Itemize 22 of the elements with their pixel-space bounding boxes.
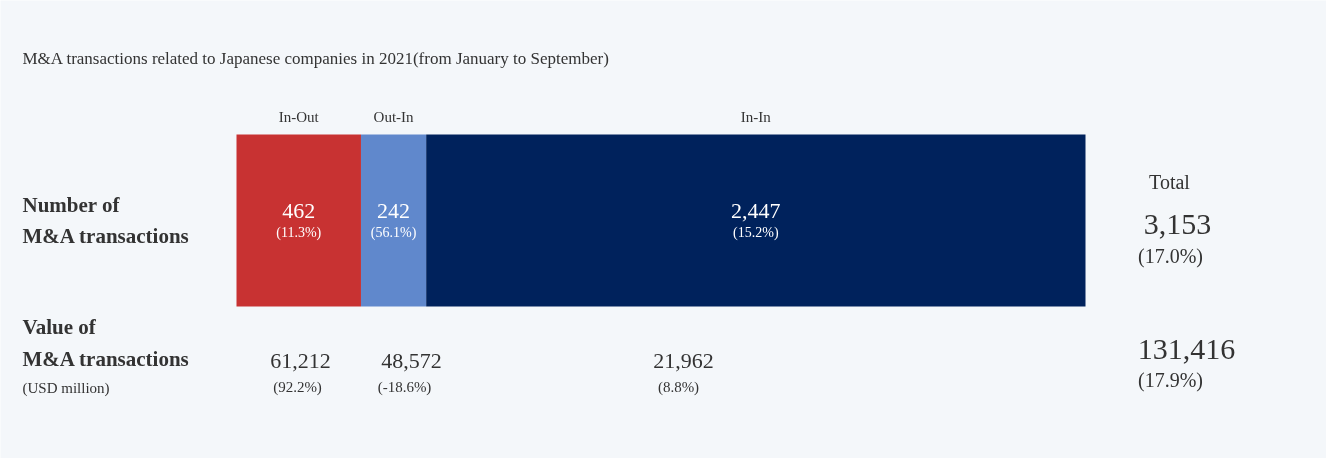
series-label: In-In <box>740 108 772 125</box>
text: (92.2%) <box>273 378 322 396</box>
text: 61,212 <box>270 347 331 373</box>
chart-title: M&A transactions related to Japanese companies in 2021(from January to September) <box>22 49 609 68</box>
y-tick-label: Number of M&A transactions <box>22 192 189 249</box>
text: (17.0%) <box>1138 244 1203 268</box>
text: M&A transactions <box>22 346 189 371</box>
text: Total <box>1149 170 1191 193</box>
series-label: In-Out <box>278 108 320 125</box>
data-label: 2,447 (15.2%) <box>731 197 781 241</box>
text: 3,153 <box>1143 207 1212 240</box>
data-label: 242 (56.1%) <box>370 197 417 241</box>
text: 21,962 <box>653 347 714 373</box>
text: (USD million) <box>22 379 110 397</box>
text: 48,572 <box>381 347 442 373</box>
series-label: Out-In <box>373 108 415 125</box>
text: (-18.6%) <box>377 378 432 396</box>
text: (17.9%) <box>1138 368 1203 392</box>
data-label: 462 (11.3%) <box>276 197 322 241</box>
text: Value of <box>22 314 97 339</box>
text: (8.8%) <box>657 378 700 396</box>
text: 131,416 <box>1137 332 1236 365</box>
